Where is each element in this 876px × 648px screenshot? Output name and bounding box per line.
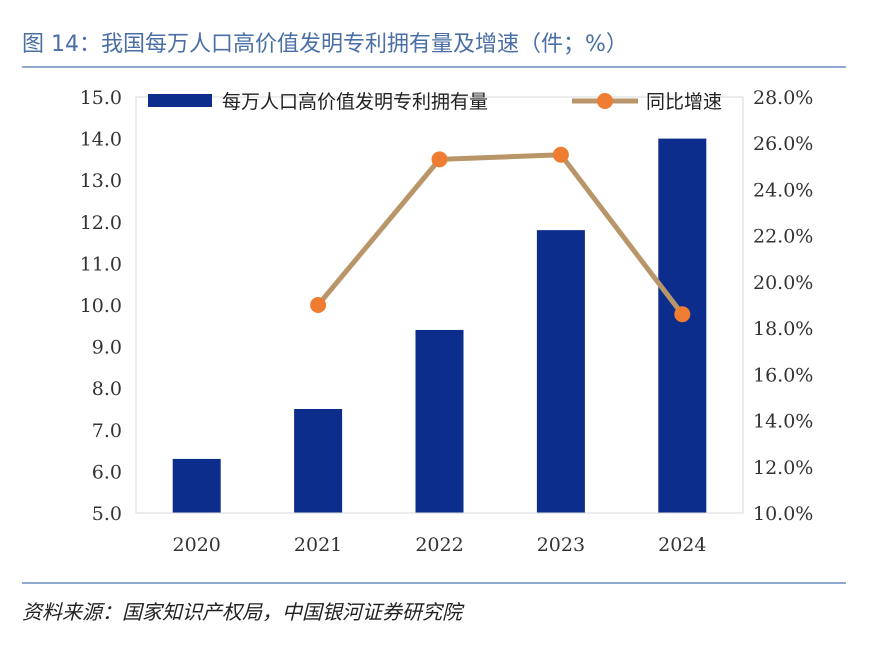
x-tick-label: 2024 xyxy=(658,534,706,556)
bar-series xyxy=(172,138,707,513)
right-tick-label: 22.0% xyxy=(753,226,813,248)
bar-2024 xyxy=(658,138,707,513)
right-tick-label: 14.0% xyxy=(753,411,813,433)
growth-point-2021 xyxy=(310,297,327,313)
left-tick-label: 8.0 xyxy=(92,378,122,400)
left-tick-label: 9.0 xyxy=(92,337,122,359)
growth-point-2024 xyxy=(674,306,691,323)
left-tick-label: 12.0 xyxy=(80,212,122,234)
right-tick-label: 10.0% xyxy=(753,503,813,525)
x-tick-label: 2023 xyxy=(537,534,585,556)
growth-point-2022 xyxy=(431,151,448,168)
right-tick-label: 24.0% xyxy=(753,179,813,201)
left-tick-label: 13.0 xyxy=(80,170,122,192)
growth-point-2023 xyxy=(552,146,569,163)
x-tick-label: 2021 xyxy=(294,534,342,556)
legend: 每万人口高价值发明专利拥有量 同比增速 xyxy=(148,91,722,113)
top-divider xyxy=(22,66,846,68)
legend-bar-label: 每万人口高价值发明专利拥有量 xyxy=(222,91,488,113)
left-tick-label: 11.0 xyxy=(80,253,122,275)
bar-2021 xyxy=(294,409,343,513)
right-tick-label: 28.0% xyxy=(753,87,813,109)
growth-line-series xyxy=(310,146,691,323)
x-tick-label: 2020 xyxy=(173,534,221,556)
legend-line-label: 同比增速 xyxy=(646,91,722,113)
plot-frame xyxy=(135,96,744,514)
right-axis-ticks: 28.0% 26.0% 24.0% 22.0% 20.0% 18.0% 16.0% 14.0%… xyxy=(753,87,813,525)
left-tick-label: 14.0 xyxy=(80,129,122,151)
bar-2020 xyxy=(172,458,221,513)
bottom-divider xyxy=(22,582,846,584)
x-axis-ticks: 2020 2021 2022 2023 2024 xyxy=(173,534,707,556)
source-note: 资料来源：国家知识产权局，中国银河证券研究院 xyxy=(22,600,462,624)
legend-line-marker xyxy=(597,93,613,109)
right-tick-label: 16.0% xyxy=(753,364,813,386)
left-tick-label: 6.0 xyxy=(92,461,122,483)
growth-line xyxy=(316,152,685,316)
x-tick-label: 2022 xyxy=(415,534,463,556)
chart-title: 图 14：我国每万人口高价值发明专利拥有量及增速（件；%） xyxy=(22,32,628,57)
right-tick-label: 20.0% xyxy=(753,272,813,294)
right-tick-label: 26.0% xyxy=(753,133,813,155)
left-tick-label: 10.0 xyxy=(80,295,122,317)
right-tick-label: 18.0% xyxy=(753,318,813,340)
left-tick-label: 5.0 xyxy=(92,503,122,525)
right-tick-label: 12.0% xyxy=(753,457,813,479)
left-axis-ticks: 15.0 14.0 13.0 12.0 11.0 10.0 9.0 8.0 7.0 6.0 5.0 xyxy=(80,87,122,525)
left-tick-label: 7.0 xyxy=(92,420,122,442)
legend-bar-swatch xyxy=(148,94,212,107)
left-tick-label: 15.0 xyxy=(80,87,122,109)
bar-2023 xyxy=(536,230,585,513)
bar-2022 xyxy=(415,329,464,513)
